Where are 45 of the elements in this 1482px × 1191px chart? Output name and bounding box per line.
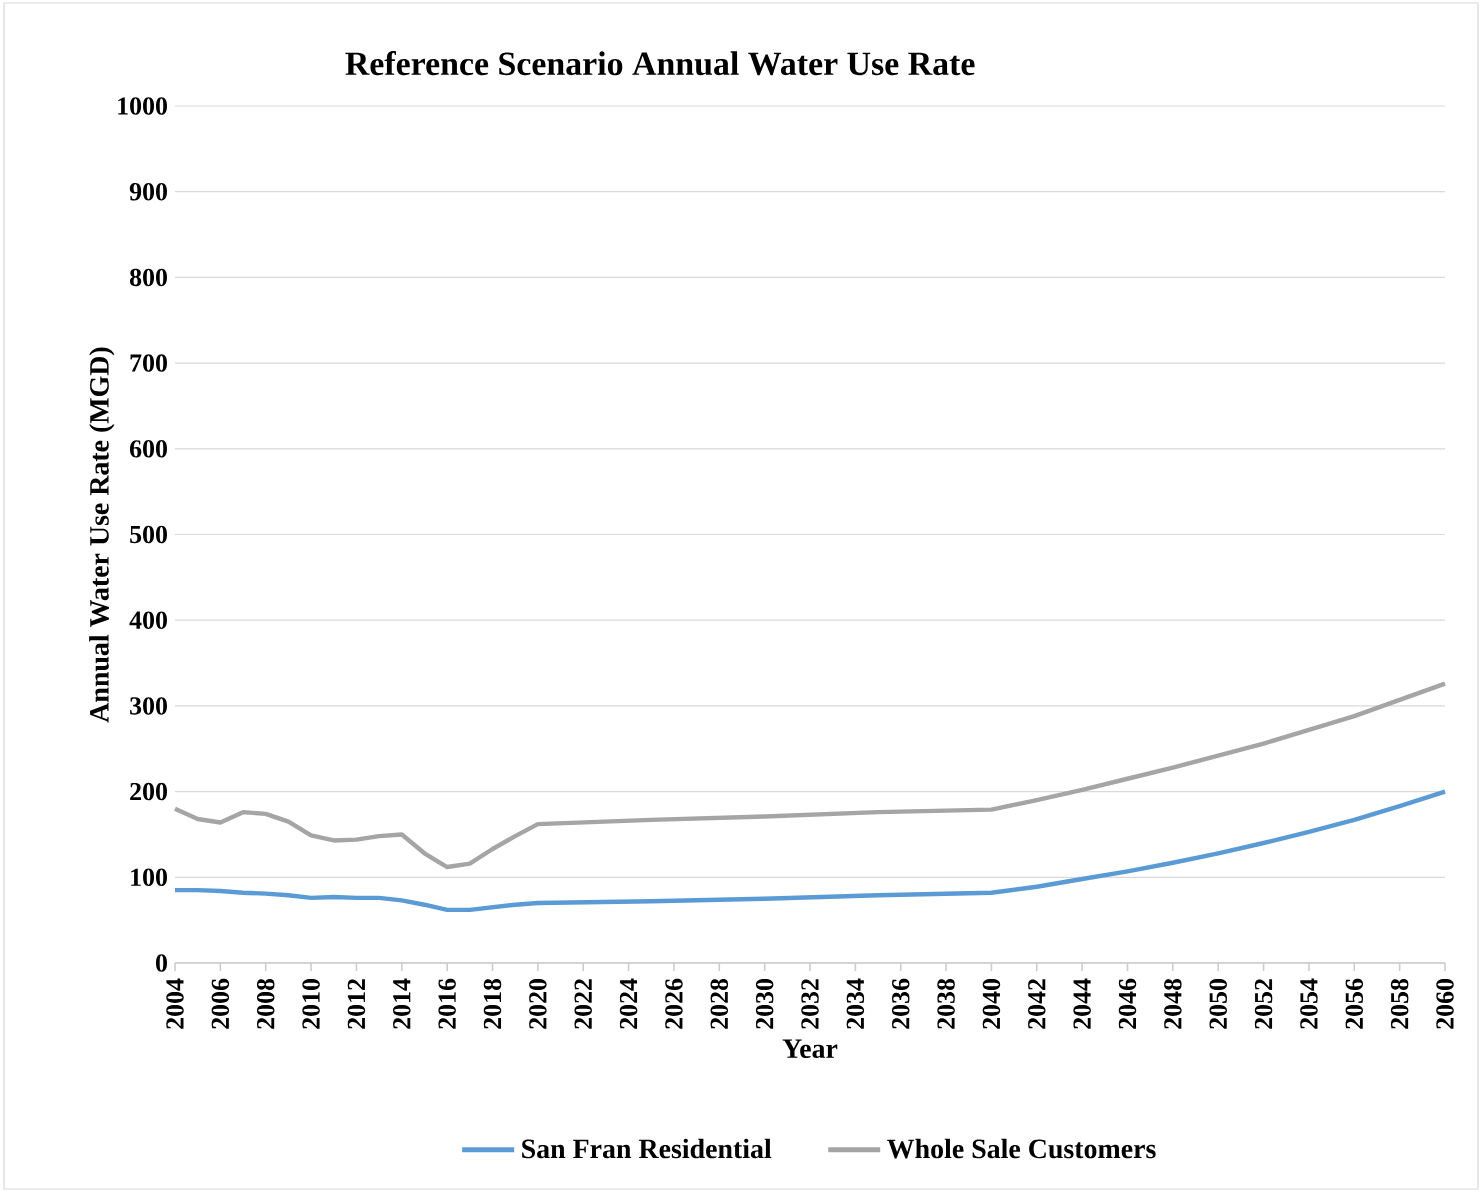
x-tick-label: 2008 — [256, 978, 275, 1029]
chart-title: Reference Scenario Annual Water Use Rate — [345, 51, 975, 76]
x-tick-label: 2044 — [1073, 978, 1091, 1029]
x-tick-label: 2028 — [710, 978, 729, 1029]
x-tick-label: 2042 — [1028, 979, 1046, 1029]
x-tick-label: 2006 — [211, 978, 230, 1029]
y-tick-label: 200 — [130, 782, 167, 801]
y-tick-label: 700 — [130, 354, 167, 372]
x-tick-label: 2010 — [302, 979, 320, 1029]
x-tick-label: 2012 — [347, 979, 366, 1029]
x-tick-label: 2052 — [1254, 979, 1273, 1029]
x-tick-label: 2046 — [1118, 978, 1137, 1029]
x-tick-label: 2032 — [801, 979, 819, 1029]
x-tick-label: 2038 — [937, 978, 955, 1029]
y-tick-label: 300 — [130, 697, 167, 715]
y-tick-label: 800 — [129, 268, 167, 287]
x-tick-label: 2018 — [483, 978, 502, 1029]
x-tick-label: 2022 — [574, 979, 592, 1029]
y-tick-label: 900 — [129, 182, 167, 201]
x-tick-label: 2054 — [1300, 978, 1318, 1029]
x-axis-title: Year — [782, 1039, 838, 1059]
x-tick-label: 2056 — [1345, 978, 1364, 1029]
x-tick-label: 2048 — [1164, 978, 1182, 1029]
x-tick-label: 2016 — [438, 978, 456, 1029]
y-tick-label: 0 — [156, 954, 167, 972]
y-axis-title: Annual Water Use Rate (MGD) — [89, 347, 115, 723]
x-tick-label: 2050 — [1209, 979, 1227, 1029]
legend-label: San Fran Residential — [522, 1138, 772, 1159]
x-tick-label: 2014 — [393, 978, 411, 1029]
y-tick-label: 600 — [129, 440, 167, 458]
x-tick-label: 2030 — [755, 979, 774, 1029]
x-tick-label: 2040 — [982, 979, 1001, 1029]
y-tick-label: 100 — [131, 868, 167, 887]
x-tick-label: 2060 — [1436, 979, 1454, 1029]
y-tick-label: 500 — [130, 525, 167, 544]
x-tick-label: 2034 — [846, 978, 865, 1029]
x-tick-label: 2026 — [665, 978, 683, 1029]
x-tick-label: 2058 — [1390, 978, 1409, 1029]
y-tick-label: 400 — [129, 611, 167, 629]
x-tick-label: 2020 — [529, 979, 547, 1029]
x-tick-label: 2004 — [166, 978, 184, 1029]
legend-label: Whole Sale Customers — [887, 1138, 1156, 1159]
y-tick-label: 1000 — [118, 97, 167, 115]
x-tick-label: 2036 — [891, 978, 910, 1029]
x-tick-label: 2024 — [619, 978, 638, 1029]
